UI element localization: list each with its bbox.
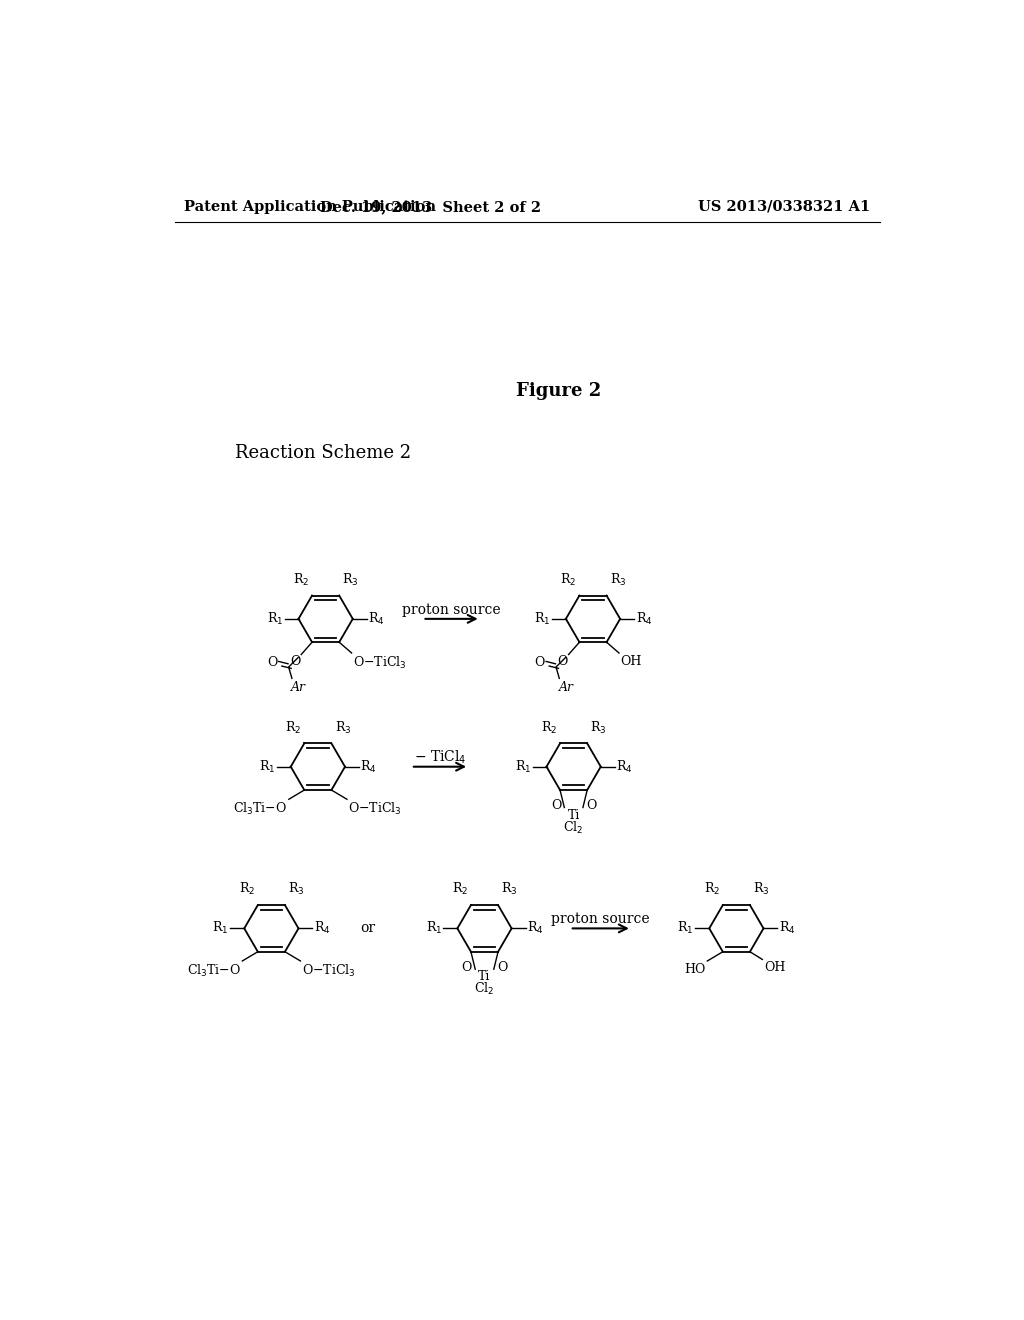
- Text: R$_2$: R$_2$: [285, 719, 301, 735]
- Text: Cl$_3$Ti$-$O: Cl$_3$Ti$-$O: [233, 801, 288, 817]
- Text: R$_1$: R$_1$: [535, 611, 550, 627]
- Text: proton source: proton source: [552, 912, 650, 927]
- Text: R$_2$: R$_2$: [560, 572, 577, 587]
- Text: HO: HO: [684, 962, 706, 975]
- Text: Dec. 19, 2013  Sheet 2 of 2: Dec. 19, 2013 Sheet 2 of 2: [319, 199, 541, 214]
- Text: R$_4$: R$_4$: [636, 611, 652, 627]
- Text: O: O: [535, 656, 545, 669]
- Text: R$_4$: R$_4$: [527, 920, 544, 936]
- Text: R$_3$: R$_3$: [609, 572, 626, 587]
- Text: proton source: proton source: [402, 603, 501, 616]
- Text: Ar: Ar: [291, 681, 306, 694]
- Text: R$_2$: R$_2$: [452, 882, 468, 898]
- Text: R$_3$: R$_3$: [501, 882, 517, 898]
- Text: O: O: [462, 961, 472, 974]
- Text: R$_4$: R$_4$: [616, 759, 633, 775]
- Text: O$-$TiCl$_3$: O$-$TiCl$_3$: [302, 962, 355, 978]
- Text: O: O: [497, 961, 507, 974]
- Text: O$-$TiCl$_3$: O$-$TiCl$_3$: [348, 801, 402, 817]
- Text: R$_3$: R$_3$: [342, 572, 358, 587]
- Text: R$_3$: R$_3$: [335, 719, 351, 735]
- Text: O: O: [267, 656, 278, 669]
- Text: R$_3$: R$_3$: [288, 882, 304, 898]
- Text: Patent Application Publication: Patent Application Publication: [183, 199, 436, 214]
- Text: O: O: [586, 800, 596, 813]
- Text: R$_3$: R$_3$: [590, 719, 606, 735]
- Text: O: O: [290, 655, 300, 668]
- Text: Reaction Scheme 2: Reaction Scheme 2: [234, 444, 411, 462]
- Text: R$_2$: R$_2$: [541, 719, 557, 735]
- Text: R$_2$: R$_2$: [239, 882, 255, 898]
- Text: R$_1$: R$_1$: [515, 759, 531, 775]
- Text: R$_4$: R$_4$: [369, 611, 385, 627]
- Text: OH: OH: [764, 961, 785, 974]
- Text: US 2013/0338321 A1: US 2013/0338321 A1: [697, 199, 869, 214]
- Text: Figure 2: Figure 2: [515, 381, 601, 400]
- Text: Cl$_2$: Cl$_2$: [474, 981, 495, 998]
- Text: R$_1$: R$_1$: [426, 920, 442, 936]
- Text: O$-$TiCl$_3$: O$-$TiCl$_3$: [353, 655, 407, 671]
- Text: R$_3$: R$_3$: [753, 882, 769, 898]
- Text: O: O: [551, 800, 561, 813]
- Text: R$_1$: R$_1$: [266, 611, 283, 627]
- Text: OH: OH: [621, 655, 642, 668]
- Text: R$_1$: R$_1$: [259, 759, 275, 775]
- Text: Ar: Ar: [558, 681, 573, 694]
- Text: Cl$_3$Ti$-$O: Cl$_3$Ti$-$O: [186, 962, 241, 978]
- Text: Ti: Ti: [567, 809, 580, 822]
- Text: R$_2$: R$_2$: [293, 572, 309, 587]
- Text: R$_4$: R$_4$: [779, 920, 796, 936]
- Text: R$_4$: R$_4$: [360, 759, 377, 775]
- Text: R$_1$: R$_1$: [213, 920, 228, 936]
- Text: R$_2$: R$_2$: [703, 882, 720, 898]
- Text: O: O: [557, 655, 568, 668]
- Text: or: or: [360, 921, 376, 936]
- Text: Ti: Ti: [478, 970, 490, 983]
- Text: Cl$_2$: Cl$_2$: [563, 820, 584, 836]
- Text: R$_1$: R$_1$: [678, 920, 693, 936]
- Text: $-$ TiCl$_4$: $-$ TiCl$_4$: [414, 748, 466, 766]
- Text: R$_4$: R$_4$: [314, 920, 331, 936]
